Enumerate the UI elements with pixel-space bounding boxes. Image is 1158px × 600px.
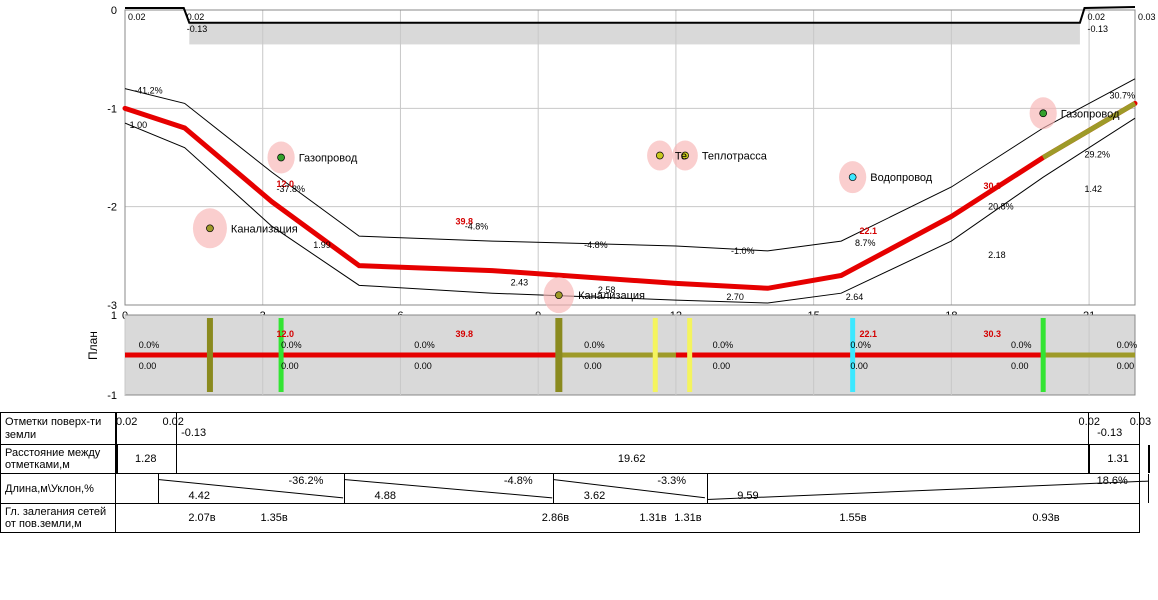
svg-text:22.1: 22.1 <box>860 226 878 236</box>
svg-text:Газопровод: Газопровод <box>1061 108 1120 120</box>
svg-text:0.00: 0.00 <box>414 361 432 371</box>
svg-text:Водопровод: Водопровод <box>870 172 933 184</box>
svg-text:-1: -1 <box>107 103 117 115</box>
svg-text:30.3: 30.3 <box>984 181 1002 191</box>
svg-text:-4.8%: -4.8% <box>584 240 608 250</box>
svg-text:0.0%: 0.0% <box>139 340 160 350</box>
svg-text:-37.8%: -37.8% <box>277 184 306 194</box>
svg-text:0.02: 0.02 <box>187 12 205 22</box>
svg-text:0.0%: 0.0% <box>1011 340 1032 350</box>
svg-text:0.00: 0.00 <box>1011 361 1029 371</box>
svg-text:-41.2%: -41.2% <box>134 86 163 96</box>
svg-text:-2: -2 <box>107 202 117 214</box>
svg-text:0.00: 0.00 <box>713 361 731 371</box>
svg-text:8.7%: 8.7% <box>855 238 876 248</box>
table-row-data: 1.2819.621.31 <box>116 445 1139 473</box>
table-row-data: 0.020.02-0.130.02-0.130.03 <box>116 413 1139 444</box>
svg-text:39.8: 39.8 <box>456 329 474 339</box>
svg-text:0.00: 0.00 <box>281 361 299 371</box>
table-row-data: 2.07в1.35в2.86в1.31в1.31в1.55в0.93в <box>116 504 1139 532</box>
svg-text:2.70: 2.70 <box>726 292 744 302</box>
svg-text:1.99: 1.99 <box>313 240 331 250</box>
svg-text:0.0%: 0.0% <box>1117 340 1138 350</box>
svg-text:2.43: 2.43 <box>511 277 529 287</box>
svg-text:-0.13: -0.13 <box>1088 24 1109 34</box>
svg-text:0.00: 0.00 <box>584 361 602 371</box>
table-row-header: Расстояние между отметками,м <box>1 445 116 473</box>
svg-text:30.3: 30.3 <box>984 329 1002 339</box>
svg-text:Теплотрасса: Теплотрасса <box>702 151 768 163</box>
plan-axis-label: План <box>86 331 100 360</box>
svg-text:-4.8%: -4.8% <box>465 221 489 231</box>
svg-text:Газопровод: Газопровод <box>299 153 358 165</box>
svg-text:2.64: 2.64 <box>846 292 864 302</box>
svg-text:0.00: 0.00 <box>850 361 868 371</box>
svg-text:12.0: 12.0 <box>277 329 295 339</box>
svg-text:2.18: 2.18 <box>988 250 1006 260</box>
svg-text:2.58: 2.58 <box>598 285 616 295</box>
svg-text:0.0%: 0.0% <box>414 340 435 350</box>
table-row-header: Гл. залегания сетей от пов.земли,м <box>1 504 116 532</box>
table-row-data: 4.42-36.2%4.88-4.8%3.62-3.3%9.5918.6% <box>116 474 1139 503</box>
svg-text:1.42: 1.42 <box>1085 184 1103 194</box>
svg-text:0.02: 0.02 <box>1088 12 1106 22</box>
table-row-header: Отметки поверх-ти земли <box>1 413 116 444</box>
svg-text:0.03: 0.03 <box>1138 12 1156 22</box>
svg-text:0: 0 <box>111 5 117 17</box>
svg-text:29.2%: 29.2% <box>1085 150 1111 160</box>
svg-text:20.8%: 20.8% <box>988 202 1014 212</box>
svg-text:0.0%: 0.0% <box>584 340 605 350</box>
svg-text:0.02: 0.02 <box>128 12 146 22</box>
svg-text:Канализация: Канализация <box>231 223 298 235</box>
profile-svg: 0369121518210-1-2-30.020.02-0.130.02-0.1… <box>0 0 1158 400</box>
table-row-header: Длина,м\Уклон,% <box>1 474 116 503</box>
svg-text:0.00: 0.00 <box>139 361 157 371</box>
data-table: Отметки поверх-ти земли0.020.02-0.130.02… <box>0 412 1140 533</box>
svg-text:-1.0%: -1.0% <box>731 246 755 256</box>
svg-text:1: 1 <box>111 310 117 322</box>
svg-text:-0.13: -0.13 <box>187 24 208 34</box>
svg-text:-1: -1 <box>107 390 117 400</box>
chart-area: 0369121518210-1-2-30.020.02-0.130.02-0.1… <box>0 0 1158 400</box>
svg-text:0.00: 0.00 <box>1117 361 1135 371</box>
svg-text:Те: Те <box>675 151 687 163</box>
svg-text:0.0%: 0.0% <box>850 340 871 350</box>
svg-text:22.1: 22.1 <box>860 329 878 339</box>
svg-text:30.7%: 30.7% <box>1109 91 1135 101</box>
svg-text:1.00: 1.00 <box>130 120 148 130</box>
svg-text:0.0%: 0.0% <box>713 340 734 350</box>
svg-text:0.0%: 0.0% <box>281 340 302 350</box>
